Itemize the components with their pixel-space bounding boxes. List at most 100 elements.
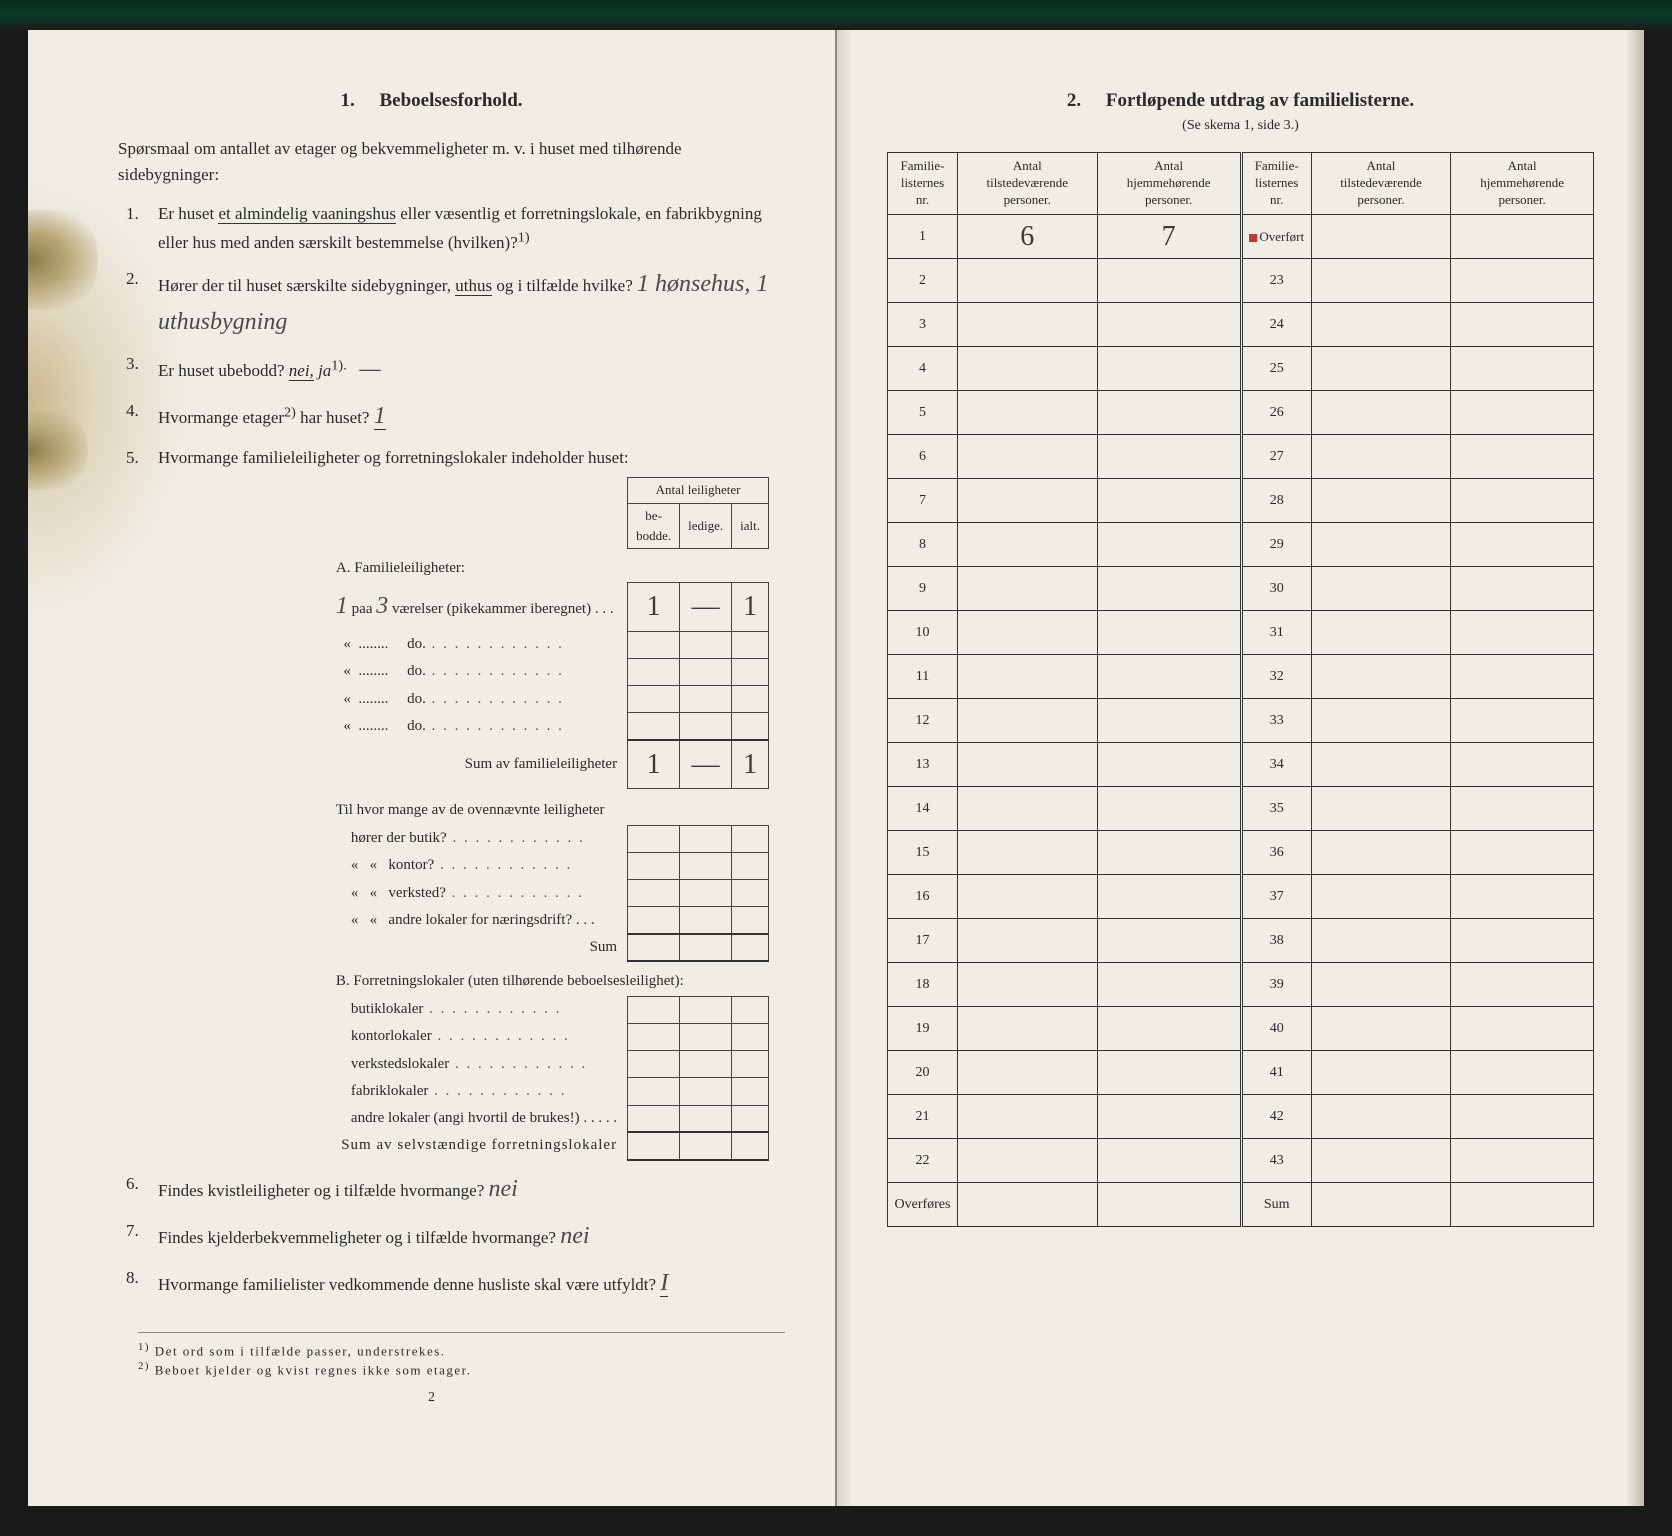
cell <box>1097 435 1241 479</box>
q2-num: 2. <box>126 266 139 292</box>
cell <box>1311 875 1451 919</box>
q1: 1. Er huset et almindelig vaaningshus el… <box>138 201 775 256</box>
cell <box>958 1095 1098 1139</box>
table-row: 1 paa 3 værelser (pikekammer iberegnet) … <box>328 583 769 631</box>
cell <box>1451 611 1594 655</box>
row-num-right: 40 <box>1241 1007 1311 1051</box>
cell <box>958 963 1098 1007</box>
cell <box>958 831 1098 875</box>
fh4: Familie- listernes nr. <box>1241 153 1311 215</box>
row-num-left: 3 <box>888 303 958 347</box>
left-page-num: 2 <box>78 1390 785 1406</box>
row-num-right: 42 <box>1241 1095 1311 1139</box>
cell <box>958 479 1098 523</box>
cell <box>1097 963 1241 1007</box>
cell <box>1451 259 1594 303</box>
q1-num: 1. <box>126 201 139 227</box>
row-num-left: 19 <box>888 1007 958 1051</box>
table-row: 1637 <box>888 875 1594 919</box>
table-row: 5 26 <box>888 391 1594 435</box>
right-section-num: 2. <box>1067 90 1081 111</box>
a-v2: — <box>680 583 732 631</box>
row-num-left: 8 <box>888 523 958 567</box>
row-num-right: 24 <box>1241 303 1311 347</box>
row-num-left: 22 <box>888 1139 958 1183</box>
section-a-title: A. Familieleiligheter: <box>328 548 769 582</box>
row-num-left: 20 <box>888 1051 958 1095</box>
cell <box>1097 743 1241 787</box>
table-row: 22 43 <box>888 1139 1594 1183</box>
a-v1: 1 <box>628 583 680 631</box>
table-row: 930 <box>888 567 1594 611</box>
cell <box>1451 919 1594 963</box>
cell <box>958 435 1098 479</box>
family-table: Familie- listernes nr. Antal tilstedevær… <box>887 152 1594 1227</box>
cell <box>1097 347 1241 391</box>
q3-handwriting: — <box>359 356 380 382</box>
cell <box>1097 1095 1241 1139</box>
row-num-left: 21 <box>888 1095 958 1139</box>
cell <box>1311 1007 1451 1051</box>
cell <box>958 1183 1098 1227</box>
cell <box>1311 303 1451 347</box>
row-num-right: 37 <box>1241 875 1311 919</box>
q3: 3. Er huset ubebodd? nei, ja1). — <box>138 351 775 388</box>
cell <box>1097 1183 1241 1227</box>
footnote-1: 1) Det ord som i tilfælde passer, unders… <box>138 1341 785 1359</box>
right-section-text: Fortløpende utdrag av familielisterne. <box>1106 90 1414 111</box>
cell <box>1451 1139 1594 1183</box>
cell <box>1451 875 1594 919</box>
row-num-right: 32 <box>1241 655 1311 699</box>
q8-text: Hvormange familielister vedkommende denn… <box>158 1275 656 1294</box>
cell <box>1097 1139 1241 1183</box>
table-row: kontorlokaler <box>328 1023 769 1050</box>
row-num-left: 7 <box>888 479 958 523</box>
cell <box>1451 523 1594 567</box>
b-sum-row: Sum av selvstændige forretningslokaler <box>328 1132 769 1159</box>
row-num-left: 5 <box>888 391 958 435</box>
row-num-right: 38 <box>1241 919 1311 963</box>
q5-num: 5. <box>126 445 139 471</box>
cell <box>1311 963 1451 1007</box>
q7-text: Findes kjelderbekvemmeligheter og i tilf… <box>158 1228 556 1247</box>
cell <box>1451 831 1594 875</box>
q7-num: 7. <box>126 1218 139 1244</box>
cell <box>1451 963 1594 1007</box>
fh5: Antal tilstedeværende personer. <box>1311 153 1451 215</box>
row-num-left: 16 <box>888 875 958 919</box>
table-row: 223 <box>888 259 1594 303</box>
cell <box>958 919 1098 963</box>
row-num-right: 43 <box>1241 1139 1311 1183</box>
cell <box>958 567 1098 611</box>
table-row: 1536 <box>888 831 1594 875</box>
q3-text: Er huset ubebodd? nei, ja1). — <box>158 361 381 380</box>
right-subtitle: (Se skema 1, side 3.) <box>887 118 1594 134</box>
cell <box>958 303 1098 347</box>
table-row: 167Overført <box>888 215 1594 259</box>
cell <box>1311 259 1451 303</box>
cell <box>1451 435 1594 479</box>
q6-text: Findes kvistleiligheter og i tilfælde hv… <box>158 1181 484 1200</box>
row-num-left: 11 <box>888 655 958 699</box>
cell <box>958 1139 1098 1183</box>
right-section-title: 2. Fortløpende utdrag av familielisterne… <box>887 90 1594 112</box>
table-row: « « andre lokaler for næringsdrift? . . … <box>328 907 769 934</box>
left-page: 1. Beboelsesforhold. Spørsmaal om antall… <box>28 30 837 1506</box>
cell <box>1311 787 1451 831</box>
cell <box>958 787 1098 831</box>
q8: 8. Hvormange familielister vedkommende d… <box>138 1265 775 1302</box>
row-num-right: 26 <box>1241 391 1311 435</box>
table-row: 728 <box>888 479 1594 523</box>
a-sum-v3: 1 <box>732 740 769 789</box>
cell <box>1097 699 1241 743</box>
cell <box>1311 391 1451 435</box>
cell <box>1451 479 1594 523</box>
table-row: fabriklokaler <box>328 1078 769 1105</box>
row-num-right: 23 <box>1241 259 1311 303</box>
cell <box>1311 743 1451 787</box>
row-num-right: 29 <box>1241 523 1311 567</box>
cell <box>1311 699 1451 743</box>
row-num-right: 27 <box>1241 435 1311 479</box>
cell <box>958 1007 1098 1051</box>
cell <box>1097 303 1241 347</box>
